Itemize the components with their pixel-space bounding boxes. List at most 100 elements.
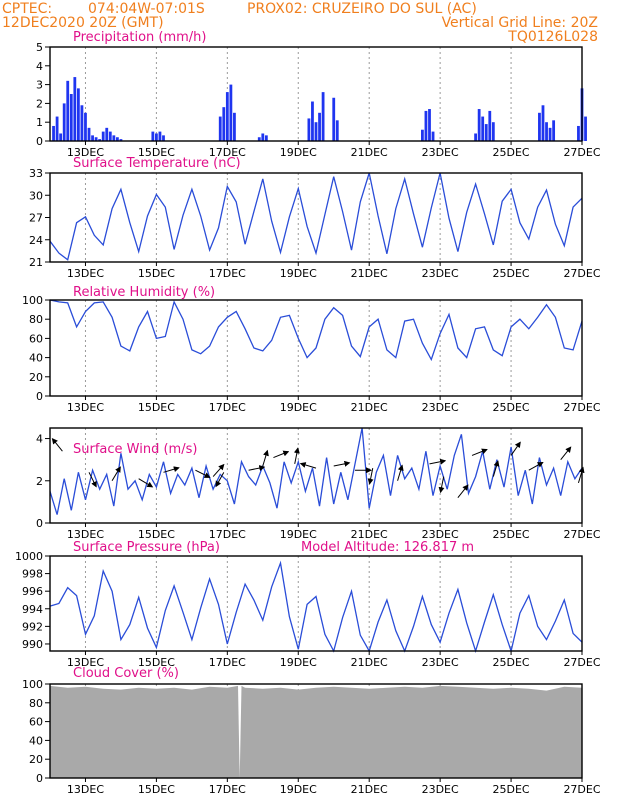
x-tick-label: 21DEC <box>351 401 388 414</box>
header-location: PROX02: CRUZEIRO DO SUL (AC) <box>247 1 477 17</box>
wind-vector-arrow <box>438 476 445 494</box>
x-tick-label: 21DEC <box>351 783 388 796</box>
precip-bar <box>151 131 155 141</box>
x-tick-label: 17DEC <box>209 656 246 669</box>
precip-bar <box>481 116 485 141</box>
wind-vector-arrow <box>299 462 317 469</box>
precip-bar <box>59 133 63 141</box>
wind-vector-arrow <box>163 466 180 473</box>
precip-bar <box>76 88 80 141</box>
wind-vector-arrow <box>510 441 521 456</box>
x-tick-label: 19DEC <box>280 528 317 541</box>
wind-vector-arrow <box>429 458 447 465</box>
wind-vector-arrow <box>273 450 290 459</box>
precip-bar <box>491 122 495 141</box>
header-coords: 074:04W-07:01S <box>88 1 205 17</box>
x-tick-label: 21DEC <box>351 146 388 159</box>
x-tick-label: 23DEC <box>422 146 459 159</box>
precip-bar <box>87 127 91 141</box>
x-tick-label: 27DEC <box>563 528 600 541</box>
precip-bar <box>155 133 158 141</box>
panel-frame <box>49 46 583 142</box>
wind-vector-arrow <box>333 460 351 467</box>
wind-vector-arrow <box>457 484 469 498</box>
x-tick-label: 15DEC <box>138 656 175 669</box>
x-tick-label: 23DEC <box>422 528 459 541</box>
y-tick-label: 0 <box>36 390 43 403</box>
precip-bar <box>222 107 226 141</box>
x-tick-label: 25DEC <box>493 783 530 796</box>
header-run: 12DEC2020 20Z (GMT) <box>2 15 164 31</box>
y-tick-label: 40 <box>29 734 43 747</box>
panel-frame <box>49 172 583 263</box>
wind-vector-arrow <box>492 460 500 477</box>
wind-vector-arrow <box>212 463 225 477</box>
precip-bar <box>73 77 77 141</box>
y-tick-label: 2 <box>36 97 43 110</box>
wind-vector-arrow <box>111 466 121 482</box>
precip-bar <box>119 139 123 141</box>
panel-title: Precipitation (mm/h) <box>73 30 206 45</box>
panel-frame <box>49 683 583 779</box>
x-tick-label: 13DEC <box>67 528 104 541</box>
precip-bar <box>225 92 229 141</box>
y-tick-label: 5 <box>36 41 43 54</box>
panel-title: Surface Pressure (hPa) <box>73 540 220 555</box>
y-tick-label: 60 <box>29 332 43 345</box>
y-tick-label: 27 <box>29 212 43 225</box>
y-tick-label: 998 <box>22 568 43 581</box>
x-tick-label: 23DEC <box>422 656 459 669</box>
precip-bar <box>545 122 548 141</box>
y-tick-label: 4 <box>36 433 43 446</box>
x-tick-label: 15DEC <box>138 267 175 280</box>
header-center: CPTEC: <box>2 1 52 17</box>
y-tick-label: 20 <box>29 753 43 766</box>
precip-bar <box>94 137 98 141</box>
precip-bar <box>584 116 587 141</box>
precip-bar <box>264 135 268 141</box>
y-tick-label: 80 <box>29 313 43 326</box>
header-grid-note: Vertical Grid Line: 20Z <box>442 15 598 31</box>
pressure-series-line <box>49 560 583 654</box>
x-tick-label: 15DEC <box>138 783 175 796</box>
precip-bar <box>431 131 435 141</box>
panel-title: Cloud Cover (%) <box>73 666 179 681</box>
precip-bar <box>488 110 492 141</box>
precip-bar <box>62 103 66 141</box>
x-tick-label: 25DEC <box>493 656 530 669</box>
precip-bar <box>321 92 325 141</box>
wind-vector-arrow <box>51 437 63 452</box>
wind-vector-arrow <box>367 468 374 485</box>
precip-bar <box>112 135 116 141</box>
precip-bar <box>233 112 236 141</box>
precip-bar <box>332 97 336 141</box>
x-tick-label: 25DEC <box>493 267 530 280</box>
x-tick-label: 27DEC <box>563 267 600 280</box>
panel-frame <box>49 427 583 524</box>
precip-bar <box>318 112 321 141</box>
y-tick-label: 1 <box>36 116 43 129</box>
precip-bar <box>484 124 488 141</box>
precip-bar <box>261 133 265 141</box>
wind-series-line <box>49 427 583 515</box>
x-tick-label: 23DEC <box>422 267 459 280</box>
wind-vector-arrow <box>248 465 266 472</box>
precip-bar <box>314 122 318 141</box>
precip-bar <box>541 105 545 141</box>
panel-title: Relative Humidity (%) <box>73 285 215 300</box>
precip-bar <box>98 139 102 141</box>
precip-bar <box>428 109 431 141</box>
precip-bar <box>115 137 119 141</box>
wind-vector-arrow <box>528 461 544 471</box>
wind-vector-arrow <box>471 448 488 456</box>
x-tick-label: 19DEC <box>280 783 317 796</box>
y-tick-label: 33 <box>29 167 43 180</box>
wind-vector-arrow <box>262 449 269 467</box>
precip-bar <box>84 112 87 141</box>
panel-temperature: 21 24 27 30 33 13DEC 15DEC 17DEC 19DEC 21DEC 23DEC… <box>29 156 601 280</box>
panel-wind: 0 2 4 13DEC 15DEC 17DEC 19DEC 21DEC 23DEC 25DEC 27… <box>36 427 601 541</box>
precip-bar <box>538 112 541 141</box>
wind-vector-arrow <box>195 469 211 478</box>
panel-frame <box>49 299 583 397</box>
panel-humidity: 0 20 40 60 80 100 13DEC 15DEC 17DEC 19DEC 21DEC 23D… <box>22 285 601 414</box>
